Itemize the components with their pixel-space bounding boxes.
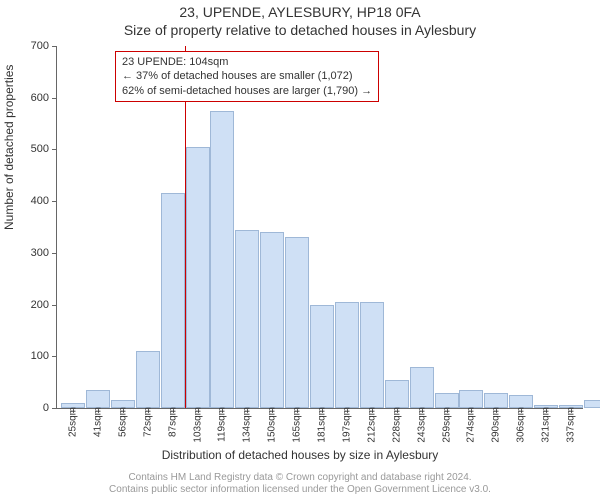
chart-subtitle: Size of property relative to detached ho… — [0, 22, 600, 38]
bar — [86, 390, 110, 408]
y-axis-label: Number of detached properties — [2, 65, 16, 230]
xtick-label: 25sqm — [68, 407, 79, 437]
chart-plot-area: 010020030040050060070025sqm41sqm56sqm72s… — [56, 46, 583, 409]
ytick — [52, 149, 57, 150]
xtick-label: 290sqm — [491, 407, 502, 443]
ytick — [52, 356, 57, 357]
x-axis-label: Distribution of detached houses by size … — [0, 448, 600, 462]
ytick — [52, 201, 57, 202]
bar — [285, 237, 309, 408]
ytick-label: 500 — [17, 143, 49, 155]
xtick-label: 165sqm — [292, 407, 303, 443]
xtick-label: 197sqm — [341, 407, 352, 443]
bar — [210, 111, 234, 408]
xtick-label: 103sqm — [192, 407, 203, 443]
bar — [410, 367, 434, 408]
bar — [161, 193, 185, 408]
bar — [260, 232, 284, 408]
bar — [385, 380, 409, 408]
xtick-label: 181sqm — [317, 407, 328, 443]
annot-line-3: 62% of semi-detached houses are larger (… — [122, 84, 372, 98]
ytick — [52, 98, 57, 99]
xtick-label: 150sqm — [267, 407, 278, 443]
xtick-label: 228sqm — [391, 407, 402, 443]
ytick-label: 700 — [17, 40, 49, 52]
footer-line-1: Contains HM Land Registry data © Crown c… — [128, 472, 471, 483]
bar — [360, 302, 384, 408]
xtick-label: 41sqm — [92, 407, 103, 437]
annot-line-1: 23 UPENDE: 104sqm — [122, 55, 372, 69]
annotation-box: 23 UPENDE: 104sqm ← 37% of detached hous… — [115, 51, 379, 102]
ytick — [52, 253, 57, 254]
bar — [459, 390, 483, 408]
xtick-label: 243sqm — [416, 407, 427, 443]
ytick-label: 100 — [17, 350, 49, 362]
ytick-label: 200 — [17, 299, 49, 311]
ytick — [52, 408, 57, 409]
xtick-label: 321sqm — [541, 407, 552, 443]
xtick-label: 119sqm — [217, 407, 228, 442]
ytick — [52, 305, 57, 306]
ytick-label: 0 — [17, 402, 49, 414]
xtick-label: 337sqm — [566, 407, 577, 443]
ytick-label: 600 — [17, 92, 49, 104]
xtick-label: 274sqm — [466, 407, 477, 443]
xtick-label: 72sqm — [142, 407, 153, 437]
footer-note: Contains HM Land Registry data © Crown c… — [10, 472, 590, 496]
bar — [484, 393, 508, 409]
xtick-label: 259sqm — [441, 407, 452, 443]
bar — [235, 230, 259, 408]
footer-line-2: Contains public sector information licen… — [109, 484, 491, 495]
ytick-label: 400 — [17, 195, 49, 207]
address-title: 23, UPENDE, AYLESBURY, HP18 0FA — [0, 4, 600, 20]
bar — [435, 393, 459, 409]
bar — [335, 302, 359, 408]
bar — [584, 400, 600, 408]
xtick-label: 134sqm — [242, 407, 253, 443]
ytick — [52, 46, 57, 47]
bar — [136, 351, 160, 408]
xtick-label: 56sqm — [117, 407, 128, 437]
ytick-label: 300 — [17, 247, 49, 259]
annot-line-2: ← 37% of detached houses are smaller (1,… — [122, 69, 372, 83]
xtick-label: 87sqm — [167, 407, 178, 437]
xtick-label: 212sqm — [366, 407, 377, 443]
xtick-label: 306sqm — [516, 407, 527, 443]
bar — [186, 147, 210, 408]
bar — [310, 305, 334, 408]
